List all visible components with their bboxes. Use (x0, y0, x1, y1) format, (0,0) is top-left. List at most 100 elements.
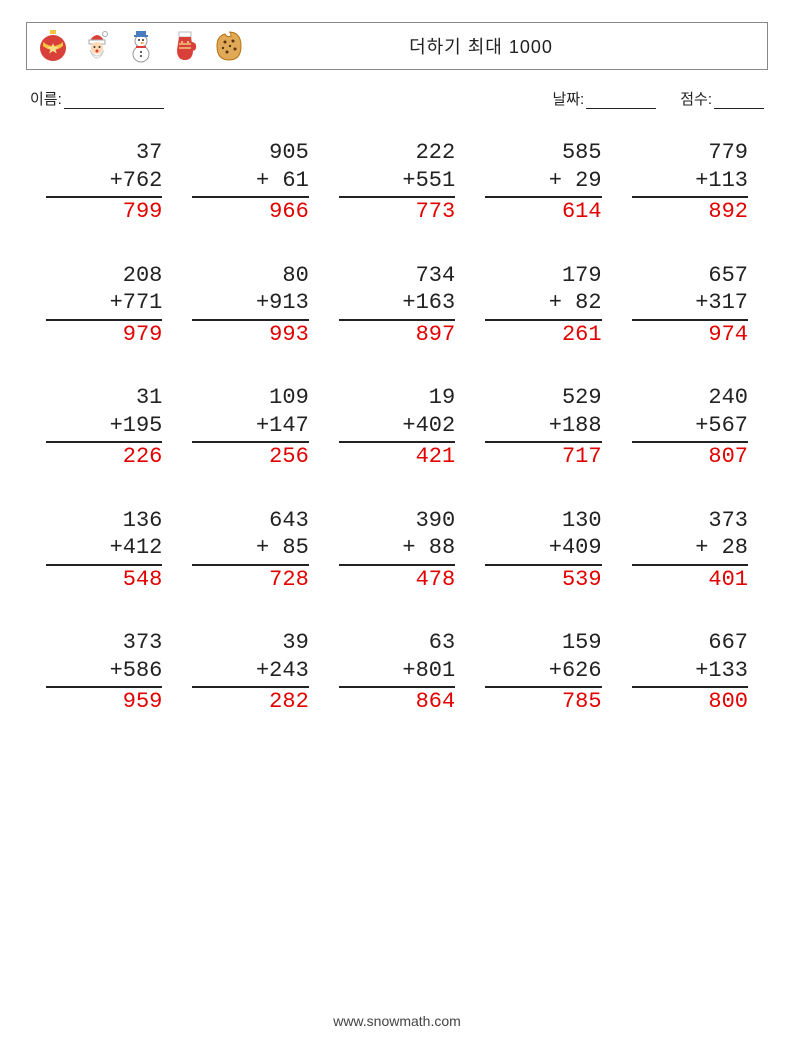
operand-a: 390 (339, 507, 455, 535)
problem: 667+133 800 (632, 629, 748, 716)
problem: 208+771 979 (46, 262, 162, 349)
operand-a: 779 (632, 139, 748, 167)
snowman-icon (125, 28, 157, 64)
answer: 421 (339, 443, 455, 471)
problem: 585+ 29 614 (485, 139, 601, 226)
operand-a: 585 (485, 139, 601, 167)
operand-a: 80 (192, 262, 308, 290)
answer: 959 (46, 688, 162, 716)
problem: 80+913 993 (192, 262, 308, 349)
operand-a: 734 (339, 262, 455, 290)
operand-a: 373 (46, 629, 162, 657)
operand-b: +147 (192, 412, 308, 444)
meta-row: 이름: 날짜: 점수: (26, 88, 768, 109)
operand-a: 159 (485, 629, 601, 657)
answer: 864 (339, 688, 455, 716)
header-box: 더하기 최대 1000 (26, 22, 768, 70)
name-blank (64, 108, 164, 109)
answer: 993 (192, 321, 308, 349)
operand-b: +586 (46, 657, 162, 689)
problem: 37+762 799 (46, 139, 162, 226)
operand-a: 179 (485, 262, 601, 290)
operand-b: +771 (46, 289, 162, 321)
ornament-icon (37, 28, 69, 64)
operand-b: +163 (339, 289, 455, 321)
page-title: 더하기 최대 1000 (245, 33, 757, 59)
operand-b: +801 (339, 657, 455, 689)
operand-a: 643 (192, 507, 308, 535)
operand-b: +551 (339, 167, 455, 199)
problem: 779+113 892 (632, 139, 748, 226)
score-label: 점수: (680, 91, 712, 108)
operand-b: +402 (339, 412, 455, 444)
problem: 905+ 61 966 (192, 139, 308, 226)
answer: 256 (192, 443, 308, 471)
answer: 966 (192, 198, 308, 226)
problem: 390+ 88 478 (339, 507, 455, 594)
operand-b: +243 (192, 657, 308, 689)
answer: 226 (46, 443, 162, 471)
operand-b: +409 (485, 534, 601, 566)
answer: 282 (192, 688, 308, 716)
operand-a: 529 (485, 384, 601, 412)
mitten-icon (169, 28, 201, 64)
problem: 39+243 282 (192, 629, 308, 716)
operand-b: +762 (46, 167, 162, 199)
answer: 974 (632, 321, 748, 349)
operand-b: +626 (485, 657, 601, 689)
operand-a: 39 (192, 629, 308, 657)
operand-a: 37 (46, 139, 162, 167)
problem: 373+586 959 (46, 629, 162, 716)
problem: 19+402 421 (339, 384, 455, 471)
problem: 63+801 864 (339, 629, 455, 716)
footer-url: www.snowmath.com (0, 1013, 794, 1029)
problem: 734+163 897 (339, 262, 455, 349)
problem: 179+ 82 261 (485, 262, 601, 349)
operand-b: +133 (632, 657, 748, 689)
header-icons (37, 28, 245, 64)
answer: 892 (632, 198, 748, 226)
operand-a: 63 (339, 629, 455, 657)
operand-b: +412 (46, 534, 162, 566)
operand-a: 373 (632, 507, 748, 535)
answer: 807 (632, 443, 748, 471)
operand-b: +567 (632, 412, 748, 444)
operand-a: 240 (632, 384, 748, 412)
date-blank (586, 108, 656, 109)
operand-b: + 82 (485, 289, 601, 321)
problems-grid: 37+762 799 905+ 61 966 222+551 773 585+ … (26, 139, 768, 716)
operand-a: 222 (339, 139, 455, 167)
operand-a: 19 (339, 384, 455, 412)
operand-a: 667 (632, 629, 748, 657)
operand-a: 136 (46, 507, 162, 535)
operand-b: +195 (46, 412, 162, 444)
answer: 799 (46, 198, 162, 226)
date-field: 날짜: (552, 88, 656, 109)
answer: 261 (485, 321, 601, 349)
answer: 800 (632, 688, 748, 716)
answer: 728 (192, 566, 308, 594)
operand-b: +113 (632, 167, 748, 199)
answer: 897 (339, 321, 455, 349)
operand-b: + 28 (632, 534, 748, 566)
operand-b: +188 (485, 412, 601, 444)
answer: 785 (485, 688, 601, 716)
answer: 614 (485, 198, 601, 226)
date-label: 날짜: (552, 91, 584, 108)
santa-icon (81, 28, 113, 64)
answer: 548 (46, 566, 162, 594)
operand-a: 31 (46, 384, 162, 412)
operand-b: +913 (192, 289, 308, 321)
operand-b: + 85 (192, 534, 308, 566)
answer: 979 (46, 321, 162, 349)
answer: 401 (632, 566, 748, 594)
operand-a: 130 (485, 507, 601, 535)
operand-b: + 88 (339, 534, 455, 566)
problem: 222+551 773 (339, 139, 455, 226)
name-field: 이름: (30, 88, 552, 109)
answer: 539 (485, 566, 601, 594)
operand-a: 905 (192, 139, 308, 167)
problem: 136+412 548 (46, 507, 162, 594)
cookie-icon (213, 28, 245, 64)
problem: 643+ 85 728 (192, 507, 308, 594)
